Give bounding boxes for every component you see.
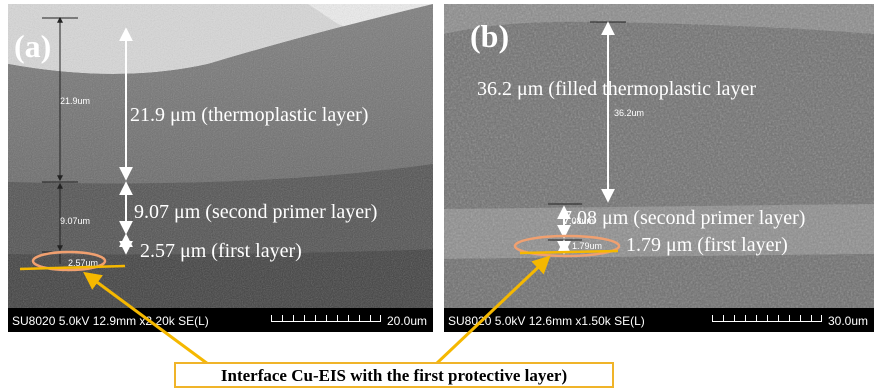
annotation-a-thermoplastic: 21.9 μm (thermoplastic layer): [130, 104, 369, 126]
scale-bar-b: [712, 313, 822, 322]
sem-info-bar-b: SU8020 5.0kV 12.6mm x1.50k SE(L) 30.0um: [444, 308, 874, 332]
scale-bar-a: [271, 313, 381, 322]
scale-label-a: 20.0um: [386, 314, 427, 328]
small-measure-b-bottom: 1.79um: [572, 241, 603, 251]
sem-metadata-b: SU8020 5.0kV 12.6mm x1.50k SE(L): [448, 314, 645, 328]
small-measure-a-top: 21.9um: [60, 96, 91, 106]
sem-image-a: (a) 21.9um 9.07um 2.57um 21.9 μm (thermo…: [8, 4, 433, 332]
annotation-a-second-primer: 9.07 μm (second primer layer): [134, 201, 378, 223]
small-measure-a-bottom: 2.57um: [68, 258, 99, 268]
interface-marker-b: [513, 234, 621, 258]
caption-box: Interface Cu-EIS with the first protecti…: [174, 362, 614, 388]
annotation-a-first-layer: 2.57 μm (first layer): [140, 240, 302, 262]
annotation-b-thermoplastic: 36.2 μm (filled thermoplastic layer: [477, 78, 756, 100]
scale-label-b: 30.0um: [827, 314, 868, 328]
panel-label-b: (b): [470, 18, 510, 54]
measure-line-b: [548, 21, 626, 255]
caption-arrows: [83, 255, 551, 366]
panel-label-a: (a): [14, 28, 52, 64]
sem-metadata-a: SU8020 5.0kV 12.9mm x2.20k SE(L): [12, 314, 209, 328]
annotation-b-second-primer: 7.08 μm (second primer layer): [562, 207, 806, 229]
small-measure-b-top: 36.2um: [614, 108, 645, 118]
measure-line-a: [42, 16, 78, 264]
caption-text: Interface Cu-EIS with the first protecti…: [220, 366, 568, 385]
sem-texture-b: [444, 4, 874, 332]
small-measure-b-mid: 7.08um: [564, 216, 595, 226]
interface-marker-a: [19, 250, 126, 272]
annotation-b-first-layer: 1.79 μm (first layer): [626, 234, 788, 256]
sem-info-bar-a: SU8020 5.0kV 12.9mm x2.20k SE(L) 20.0um: [8, 308, 433, 332]
small-measure-a-mid: 9.07um: [60, 216, 91, 226]
sem-image-b: (b) 36.2um 7.08um 1.79um 36.2 μm (filled…: [444, 4, 874, 332]
